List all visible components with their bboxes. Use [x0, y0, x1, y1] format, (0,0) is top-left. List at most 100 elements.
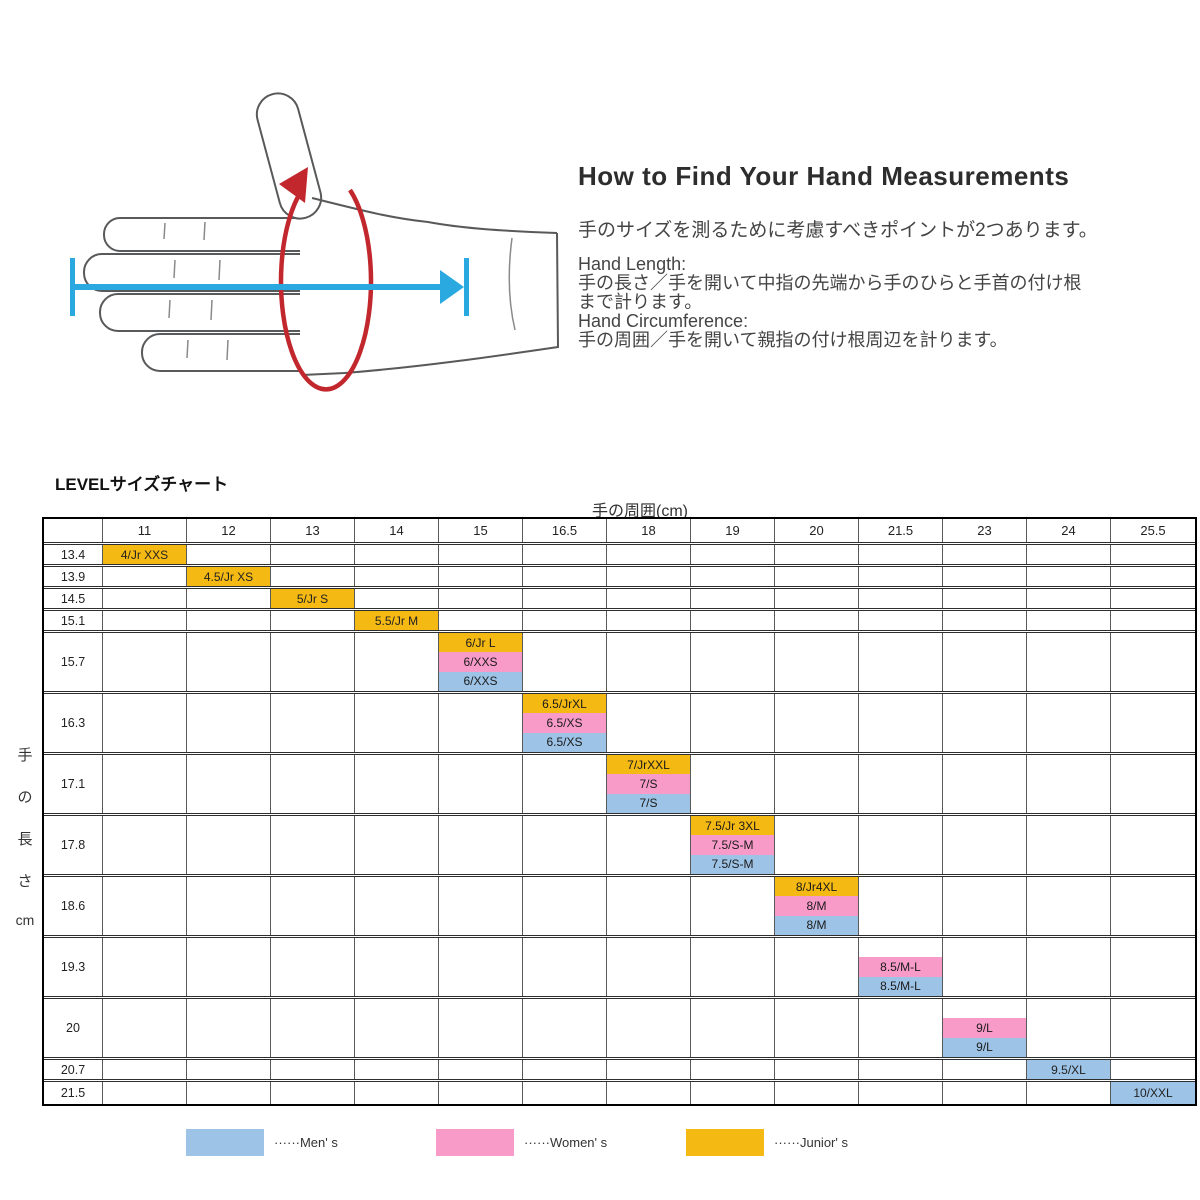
size-cell — [271, 1060, 355, 1079]
size-cell — [607, 567, 691, 586]
size-cell — [103, 755, 187, 813]
size-cell: 5.5/Jr M — [355, 611, 439, 630]
size-cell — [691, 633, 775, 691]
size-cell — [775, 1082, 859, 1104]
size-cell — [859, 589, 943, 608]
size-entry: 8/Jr4XL — [775, 877, 858, 897]
size-entry: 9/L — [943, 1018, 1026, 1038]
size-cell — [775, 545, 859, 564]
size-cell — [859, 567, 943, 586]
size-cell — [439, 545, 523, 564]
men-color-swatch — [186, 1129, 264, 1156]
size-cell — [1111, 694, 1195, 752]
size-chart-table: 11 12 13 14 15 16.5 18 19 20 21.5 23 24 25.5 13.4 4/Jr… — [42, 517, 1197, 1106]
hand-length-axis-char: さ — [17, 873, 33, 890]
size-cell — [187, 938, 271, 996]
hand-outline — [83, 92, 560, 378]
size-cell — [439, 589, 523, 608]
table-row: 15.7 6/Jr L 6/XXS 6/XXS — [44, 633, 1195, 694]
row-label: 20.7 — [44, 1060, 103, 1079]
size-cell — [103, 1082, 187, 1104]
size-entry: 7/JrXXL — [607, 755, 690, 775]
size-cell — [943, 1060, 1027, 1079]
hand-length-axis-char: 手 — [17, 747, 33, 764]
column-header: 25.5 — [1140, 523, 1166, 538]
size-cell — [523, 938, 607, 996]
size-cell: 9/L 9/L — [943, 999, 1027, 1057]
size-cell — [1111, 938, 1195, 996]
hand-length-axis-char: の — [17, 789, 33, 806]
legend: ······Men' s ······Women' s ······Junior' … — [0, 1129, 1200, 1159]
size-cell — [943, 567, 1027, 586]
size-cell — [1027, 999, 1111, 1057]
table-row: 17.8 7.5/Jr 3XL 7.5/S-M 7.5/S-M — [44, 816, 1195, 877]
row-label: 15.1 — [44, 611, 103, 630]
column-header: 14 — [355, 519, 439, 542]
size-cell — [943, 694, 1027, 752]
size-cell: 8/Jr4XL 8/M 8/M — [775, 877, 859, 935]
size-cell — [943, 1082, 1027, 1104]
row-label: 13.4 — [44, 545, 103, 564]
size-cell — [271, 633, 355, 691]
size-cell — [691, 877, 775, 935]
size-entry: 6.5/JrXL — [523, 694, 606, 714]
size-cell — [271, 816, 355, 874]
size-cell — [187, 999, 271, 1057]
row-label: 18.6 — [44, 877, 103, 935]
cell-stack: 8/Jr4XL 8/M 8/M — [775, 877, 858, 935]
column-header: 23 — [943, 519, 1027, 542]
size-cell — [607, 877, 691, 935]
size-cell — [187, 877, 271, 935]
cell-stack: 6.5/JrXL 6.5/XS 6.5/XS — [523, 694, 606, 752]
table-row: 14.5 5/Jr S — [44, 589, 1195, 611]
size-cell — [355, 633, 439, 691]
legend-item-junior: ······Junior' s — [686, 1129, 848, 1156]
size-cell — [607, 1082, 691, 1104]
size-cell — [607, 1060, 691, 1079]
howto-details: Hand Length: 手の長さ／手を開いて中指の先端から手のひらと手首の付け根… — [578, 255, 1081, 350]
size-cell — [103, 589, 187, 608]
size-cell — [271, 877, 355, 935]
size-cell — [439, 816, 523, 874]
size-cell — [103, 877, 187, 935]
size-entry: 9/L — [943, 1037, 1026, 1057]
size-cell — [523, 1082, 607, 1104]
size-cell — [775, 633, 859, 691]
size-cell: 4/Jr XXS — [103, 545, 187, 564]
table-row: 20.7 9.5/XL — [44, 1060, 1195, 1082]
size-cell — [355, 816, 439, 874]
size-cell — [691, 589, 775, 608]
size-cell — [1027, 1082, 1111, 1104]
size-cell — [775, 589, 859, 608]
column-header: 11 — [103, 519, 187, 542]
size-cell — [439, 567, 523, 586]
size-cell — [607, 589, 691, 608]
size-cell — [1111, 611, 1195, 630]
size-chart-title: LEVELサイズチャート — [55, 475, 229, 494]
size-entry: 6/Jr L — [439, 633, 522, 653]
column-header: 21.5 — [859, 519, 943, 542]
size-cell — [1027, 589, 1111, 608]
size-cell: 7/JrXXL 7/S 7/S — [607, 755, 691, 813]
hand-measurement-illustration — [70, 92, 560, 392]
size-cell — [187, 1060, 271, 1079]
size-cell: 7.5/Jr 3XL 7.5/S-M 7.5/S-M — [691, 816, 775, 874]
size-cell — [355, 1060, 439, 1079]
size-cell — [355, 545, 439, 564]
size-cell — [355, 999, 439, 1057]
size-cell — [859, 545, 943, 564]
size-cell — [271, 1082, 355, 1104]
howto-line: まで計ります。 — [578, 292, 703, 312]
cell-stack: 7.5/Jr 3XL 7.5/S-M 7.5/S-M — [691, 816, 774, 874]
cell-stack: 7/JrXXL 7/S 7/S — [607, 755, 690, 813]
size-cell — [1111, 633, 1195, 691]
row-label: 16.3 — [44, 694, 103, 752]
size-entry: 5/Jr S — [271, 589, 354, 608]
size-cell — [607, 694, 691, 752]
table-row: 13.4 4/Jr XXS — [44, 545, 1195, 567]
size-cell — [439, 938, 523, 996]
size-cell — [439, 999, 523, 1057]
column-header: 13 — [271, 519, 355, 542]
cell-stack: 6/Jr L 6/XXS 6/XXS — [439, 633, 522, 691]
size-cell — [775, 694, 859, 752]
